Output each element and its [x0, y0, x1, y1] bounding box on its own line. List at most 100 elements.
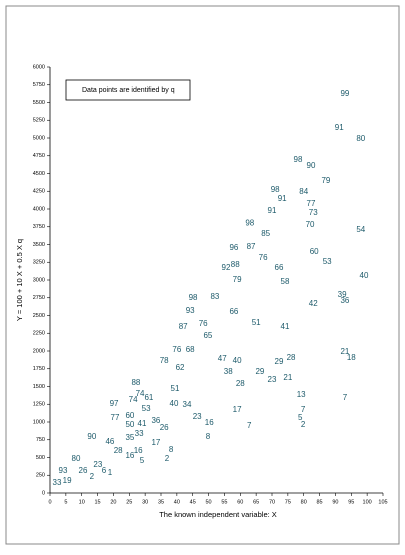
point-label: 34: [183, 400, 192, 409]
point-label: 80: [72, 454, 81, 463]
point-label: 23: [93, 460, 102, 469]
point-label: 2: [90, 472, 95, 481]
point-label: 39: [338, 290, 347, 299]
x-tick-label: 55: [221, 499, 227, 505]
point-label: 98: [294, 155, 303, 164]
y-tick-label: 3500: [33, 242, 45, 248]
x-axis-label: The known independent variable: X: [159, 510, 277, 519]
point-label: 13: [297, 390, 306, 399]
point-label: 29: [255, 367, 264, 376]
y-tick-label: 0: [42, 490, 45, 496]
y-tick-label: 750: [36, 437, 45, 443]
point-label: 7: [247, 421, 252, 430]
point-label: 91: [278, 194, 287, 203]
point-label: 17: [151, 438, 160, 447]
point-label: 60: [310, 247, 319, 256]
point-label: 53: [142, 404, 151, 413]
point-label: 2: [165, 454, 170, 463]
point-label: 33: [53, 478, 62, 487]
y-tick-label: 5000: [33, 135, 45, 141]
point-label: 96: [229, 243, 238, 252]
y-tick-label: 4750: [33, 153, 45, 159]
point-label: 90: [307, 161, 316, 170]
x-tick-label: 80: [301, 499, 307, 505]
point-label: 88: [131, 378, 140, 387]
x-tick-label: 100: [363, 499, 372, 505]
point-label: 87: [179, 322, 188, 331]
point-label: 21: [283, 373, 292, 382]
y-axis-label: Y = 100 + 10 X + 0.5 X q: [15, 239, 24, 321]
y-tick-label: 5250: [33, 118, 45, 124]
point-label: 23: [268, 375, 277, 384]
point-label: 98: [271, 185, 280, 194]
y-tick-label: 5500: [33, 100, 45, 106]
point-label: 41: [281, 322, 290, 331]
point-label: 66: [275, 263, 284, 272]
point-label: 79: [233, 275, 242, 284]
x-tick-label: 5: [64, 499, 67, 505]
point-label: 68: [186, 345, 195, 354]
point-label: 40: [360, 271, 369, 280]
point-label: 70: [306, 220, 315, 229]
point-label: 1: [108, 468, 113, 477]
point-label: 76: [259, 253, 268, 262]
point-label: 8: [169, 445, 174, 454]
y-tick-label: 4000: [33, 206, 45, 212]
point-label: 18: [347, 353, 356, 362]
x-tick-label: 65: [253, 499, 259, 505]
point-label: 28: [287, 353, 296, 362]
y-tick-label: 3250: [33, 260, 45, 266]
x-tick-label: 20: [110, 499, 116, 505]
point-label: 40: [233, 356, 242, 365]
x-tick-label: 30: [142, 499, 148, 505]
point-label: 7: [343, 393, 348, 402]
point-label: 38: [224, 367, 233, 376]
point-label: 98: [189, 293, 198, 302]
x-tick-label: 85: [317, 499, 323, 505]
point-label: 36: [340, 296, 349, 305]
point-label: 2: [301, 420, 306, 429]
point-label: 28: [236, 379, 245, 388]
point-label: 6: [102, 466, 107, 475]
point-label: 47: [218, 354, 227, 363]
x-tick-label: 75: [285, 499, 291, 505]
point-label: 53: [323, 257, 332, 266]
y-tick-label: 4250: [33, 189, 45, 195]
x-tick-label: 90: [332, 499, 338, 505]
point-label: 29: [275, 357, 284, 366]
point-label: 91: [335, 123, 344, 132]
x-tick-label: 25: [126, 499, 132, 505]
point-label: 84: [299, 187, 308, 196]
point-label: 17: [233, 405, 242, 414]
y-tick-label: 500: [36, 455, 45, 461]
point-label: 85: [261, 229, 270, 238]
point-label: 19: [63, 476, 72, 485]
point-label: 61: [144, 393, 153, 402]
point-label: 77: [111, 413, 120, 422]
point-label: 16: [134, 446, 143, 455]
frame: [5, 5, 400, 545]
x-tick-label: 105: [378, 499, 387, 505]
x-tick-label: 95: [348, 499, 354, 505]
point-label: 90: [87, 432, 96, 441]
point-label: 76: [199, 319, 208, 328]
x-tick-label: 0: [48, 499, 51, 505]
point-label: 51: [171, 384, 180, 393]
point-label: 16: [125, 451, 134, 460]
point-label: 58: [281, 277, 290, 286]
point-label: 7: [301, 405, 306, 414]
x-tick-label: 15: [95, 499, 101, 505]
x-tick-label: 50: [206, 499, 212, 505]
point-label: 87: [247, 242, 256, 251]
y-tick-label: 4500: [33, 171, 45, 177]
y-tick-label: 2500: [33, 313, 45, 319]
point-label: 76: [172, 345, 181, 354]
point-label: 62: [176, 363, 185, 372]
point-label: 73: [309, 208, 318, 217]
point-label: 28: [114, 446, 123, 455]
y-tick-label: 6000: [33, 64, 45, 70]
point-label: 54: [356, 225, 365, 234]
y-tick-label: 2750: [33, 295, 45, 301]
y-tick-label: 1500: [33, 384, 45, 390]
y-tick-label: 5750: [33, 82, 45, 88]
